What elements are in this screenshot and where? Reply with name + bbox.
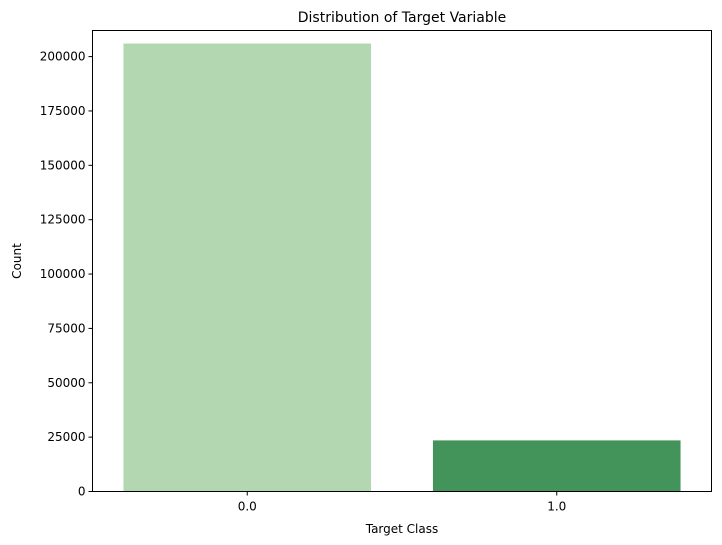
bars-group <box>123 43 681 492</box>
y-tick-label: 75000 <box>47 321 85 335</box>
y-tick-label: 150000 <box>40 158 86 172</box>
x-tick-label: 0.0 <box>238 500 257 514</box>
y-tick-label: 0 <box>78 485 86 499</box>
chart-title: Distribution of Target Variable <box>298 10 507 26</box>
y-tick-label: 25000 <box>47 430 85 444</box>
y-axis-label: Count <box>10 243 24 279</box>
y-tick-label: 50000 <box>47 376 85 390</box>
y-tick-label: 125000 <box>40 213 86 227</box>
plot-frame <box>92 30 712 492</box>
y-tick-label: 200000 <box>40 50 86 64</box>
y-tick-label: 175000 <box>40 104 86 118</box>
y-tick-label: 100000 <box>40 267 86 281</box>
bar-0.0 <box>123 43 372 492</box>
bar-1.0 <box>432 440 681 492</box>
x-tick-label: 1.0 <box>547 500 566 514</box>
x-axis: 0.0 1.0 <box>238 491 566 514</box>
x-axis-label: Target Class <box>365 522 439 536</box>
y-axis: 0 25000 50000 75000 100000 125000 150000 175000… <box>40 50 93 499</box>
